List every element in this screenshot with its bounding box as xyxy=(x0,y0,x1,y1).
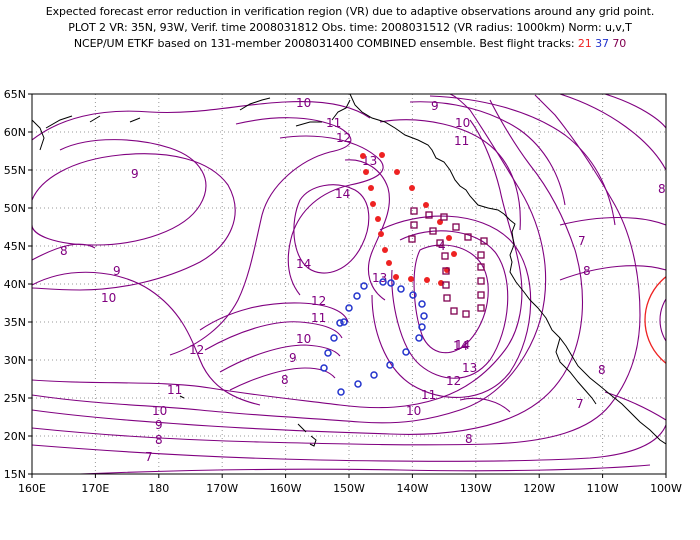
lon-tick-label: 160E xyxy=(18,482,46,495)
coastlines xyxy=(32,94,666,447)
contour-label: 8 xyxy=(583,264,591,278)
contour-label: 10 xyxy=(296,96,311,110)
contour-label: 14 xyxy=(335,187,350,201)
contour-label: 9 xyxy=(113,264,121,278)
lat-tick-label: 25N xyxy=(4,392,26,405)
contour-label: 11 xyxy=(167,383,182,397)
title-line-1: Expected forecast error reduction in ver… xyxy=(45,5,655,18)
flight-track-70 xyxy=(408,207,488,318)
track-37-label: 37 xyxy=(595,37,609,50)
contour-label: 11 xyxy=(454,134,469,148)
contour-label: 9 xyxy=(155,418,163,432)
lon-axis-labels: 160E 170E 180 170W 160W 150W 140W 130W 120W 110W 1… xyxy=(18,482,682,495)
title-line-3: NCEP/UM ETKF based on 131-member 2008031… xyxy=(0,36,700,52)
contour-label: 7 xyxy=(578,234,586,248)
contour-label: 8 xyxy=(155,433,163,447)
lon-tick-label: 170E xyxy=(81,482,109,495)
contour-label: 8 xyxy=(658,182,666,196)
contour-label: 10 xyxy=(101,291,116,305)
lon-tick-label: 140W xyxy=(396,482,428,495)
contour-label: 12 xyxy=(336,131,351,145)
contour-label: 8 xyxy=(281,373,289,387)
contour-label: 8 xyxy=(598,363,606,377)
contour-label: 10 xyxy=(455,116,470,130)
contour-label: 12 xyxy=(311,294,326,308)
contour-label: 9 xyxy=(289,351,297,365)
lat-tick-label: 65N xyxy=(4,88,26,101)
title-line-3-text: NCEP/UM ETKF based on 131-member 2008031… xyxy=(73,37,575,50)
lon-tick-label: 150W xyxy=(333,482,365,495)
lat-tick-label: 30N xyxy=(4,354,26,367)
contour-label: 12 xyxy=(189,343,204,357)
contour-label: 14 xyxy=(455,338,470,352)
contour-label: 7 xyxy=(145,450,153,464)
contour-label: 14 xyxy=(453,339,468,353)
lon-tick-label: 180 xyxy=(148,482,169,495)
lat-tick-label: 50N xyxy=(4,202,26,215)
contour-label: 9 xyxy=(131,167,139,181)
lon-tick-label: 110W xyxy=(587,482,619,495)
lat-tick-label: 35N xyxy=(4,316,26,329)
contour-layer xyxy=(32,94,666,474)
contour-label: 14 xyxy=(296,257,311,271)
contour-label: 7 xyxy=(576,397,584,411)
title-line-2: PLOT 2 VR: 35N, 93W, Verif. time 2008031… xyxy=(68,21,632,34)
lat-tick-label: 55N xyxy=(4,164,26,177)
contour-label: 9 xyxy=(431,99,439,113)
contour-label: 12 xyxy=(446,374,461,388)
lat-tick-label: 45N xyxy=(4,240,26,253)
map-title: Expected forecast error reduction in ver… xyxy=(0,4,700,52)
lon-tick-label: 130W xyxy=(460,482,492,495)
flight-track-37 xyxy=(320,278,428,396)
track-70-label: 70 xyxy=(612,37,627,50)
contour-label: 8 xyxy=(465,432,473,446)
verification-region-circle xyxy=(644,275,666,365)
lon-tick-label: 160W xyxy=(270,482,302,495)
lon-tick-label: 120W xyxy=(523,482,555,495)
contour-label: 10 xyxy=(296,332,311,346)
lat-axis-labels: 65N 60N 55N 50N 45N 40N 35N 30N 25N 20N 15N xyxy=(4,88,26,481)
contour-label: 11 xyxy=(326,116,341,130)
lat-tick-label: 15N xyxy=(4,468,26,481)
contour-label: 8 xyxy=(60,244,68,258)
lon-tick-label: 100W xyxy=(650,482,682,495)
contour-label: 13 xyxy=(462,361,477,375)
contour-label: 11 xyxy=(421,388,436,402)
contour-label: 13 xyxy=(372,271,387,285)
lat-tick-label: 20N xyxy=(4,430,26,443)
contour-label: 10 xyxy=(152,404,167,418)
axis-ticks xyxy=(28,93,667,478)
track-21-label: 21 xyxy=(577,37,592,50)
grid-lines xyxy=(32,94,666,474)
lat-tick-label: 60N xyxy=(4,126,26,139)
lon-tick-label: 170W xyxy=(206,482,238,495)
contour-label: 13 xyxy=(362,154,377,168)
flight-track-21 xyxy=(360,152,457,286)
lat-tick-label: 40N xyxy=(4,278,26,291)
contour-label: 11 xyxy=(311,311,326,325)
contour-labels: 10 9 11 10 12 11 9 13 14 8 14 7 9 8 10 1… xyxy=(60,96,666,464)
contour-label: 10 xyxy=(406,404,421,418)
